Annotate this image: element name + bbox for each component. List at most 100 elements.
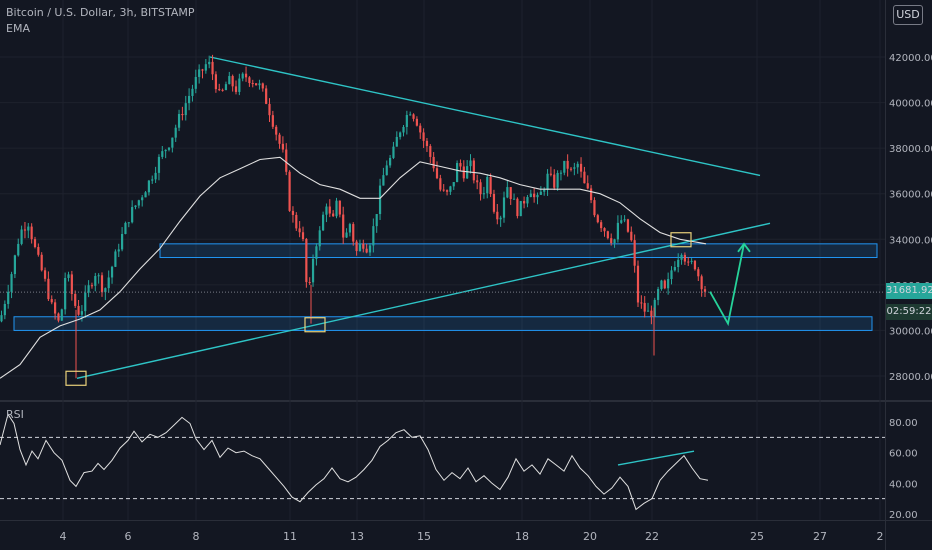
candle-body	[7, 291, 10, 304]
currency-button[interactable]: USD	[893, 5, 923, 25]
candle-body	[335, 200, 338, 217]
candle-body	[0, 315, 3, 322]
candle-body	[121, 233, 124, 250]
trendline	[209, 56, 761, 177]
candle-body	[228, 76, 231, 85]
candle-body	[502, 197, 506, 218]
time-tick-label: 13	[350, 530, 364, 543]
candle-body	[318, 230, 321, 247]
candle-body	[382, 175, 385, 186]
candle-body	[342, 214, 345, 238]
candles-group	[0, 54, 707, 325]
candle-body	[476, 180, 479, 183]
candle-body	[64, 277, 67, 310]
candle-body	[3, 303, 6, 316]
last-price-tag: 31681.92	[886, 285, 932, 296]
candle-body	[258, 83, 261, 86]
candle-body	[596, 215, 599, 223]
candle-body	[392, 146, 395, 158]
candle-body	[673, 267, 676, 271]
candle-body	[234, 86, 238, 92]
candle-body	[633, 240, 636, 266]
candle-body	[442, 189, 445, 191]
candle-body	[687, 261, 690, 263]
candle-body	[620, 220, 623, 223]
candle-body	[419, 125, 422, 133]
time-tick-label: 2	[877, 530, 884, 543]
support-zone	[159, 243, 878, 259]
rsi-indicator-label[interactable]: RSI	[6, 408, 24, 421]
candle-body	[462, 166, 465, 179]
marker-box	[670, 232, 692, 248]
candle-body	[368, 245, 372, 253]
candle-body	[43, 270, 47, 279]
candle-body	[348, 224, 351, 233]
rsi-tick-label: 60.00	[889, 449, 918, 460]
candle-body	[10, 274, 13, 292]
time-tick-label: 25	[750, 530, 764, 543]
candle-body	[533, 193, 536, 198]
candle-body	[114, 251, 117, 267]
candle-body	[399, 132, 402, 137]
candle-body	[13, 255, 16, 275]
candle-body	[583, 171, 586, 184]
candle-body	[372, 226, 375, 246]
price-tick-label: 30000.00	[889, 326, 932, 337]
candle-body	[177, 113, 181, 128]
price-tick-label: 34000.00	[889, 235, 932, 246]
candle-body	[492, 193, 496, 212]
candle-body	[137, 200, 140, 206]
candle-body	[556, 173, 559, 188]
candle-body	[523, 201, 526, 204]
candle-body	[516, 198, 519, 217]
candle-body	[281, 143, 284, 150]
candle-body	[94, 276, 97, 286]
candle-body	[50, 299, 53, 303]
candle-body	[352, 224, 355, 242]
candle-body	[23, 229, 27, 231]
candle-body	[157, 156, 161, 173]
time-tick-label: 22	[645, 530, 659, 543]
candle-body	[579, 163, 583, 172]
candle-body	[536, 194, 539, 198]
projection-arrowhead	[737, 242, 751, 253]
candle-body	[221, 89, 224, 91]
candle-body	[640, 302, 643, 304]
candle-body	[151, 179, 154, 181]
candle-body	[405, 115, 408, 127]
countdown-tag-bg	[886, 304, 932, 320]
candle-body	[683, 254, 686, 262]
candle-body	[670, 270, 673, 280]
candle-body	[338, 200, 341, 215]
candle-body	[703, 289, 707, 292]
candle-body	[144, 192, 147, 198]
candle-body	[204, 64, 207, 71]
candle-body	[506, 187, 509, 198]
candle-body	[184, 103, 187, 116]
candle-body	[626, 219, 630, 232]
projection-arrow	[709, 243, 745, 327]
candle-body	[104, 288, 107, 293]
candle-body	[345, 232, 348, 238]
candle-body	[37, 247, 40, 255]
candle-body	[496, 211, 499, 220]
candle-body	[27, 226, 30, 231]
candle-body	[677, 259, 680, 268]
candle-body	[288, 171, 291, 211]
ema-indicator-label[interactable]: EMA	[6, 22, 30, 35]
price-tick-label: 38000.00	[889, 144, 932, 155]
candle-body	[248, 77, 251, 84]
price-tick-label: 40000.00	[889, 99, 932, 110]
candle-body	[385, 165, 388, 176]
candle-body	[425, 140, 429, 147]
candle-body	[33, 239, 37, 248]
candle-body	[539, 191, 542, 195]
candle-body	[482, 193, 485, 195]
candle-body	[613, 239, 616, 243]
candle-body	[459, 163, 462, 167]
countdown-tag: 02:59:22	[886, 306, 932, 317]
candle-body	[231, 76, 234, 87]
candle-body	[238, 78, 241, 92]
candle-body	[224, 84, 228, 91]
